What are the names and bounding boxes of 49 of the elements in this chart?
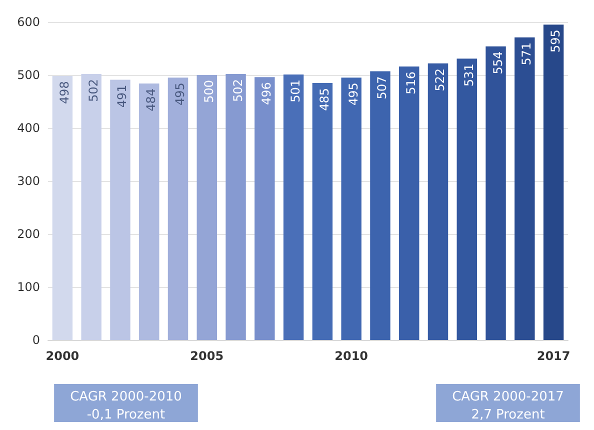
- data-label: 491: [115, 84, 130, 108]
- bar: [168, 78, 188, 340]
- bar: [514, 37, 535, 340]
- bar: [139, 83, 160, 340]
- data-label: 498: [57, 81, 72, 104]
- bar: [543, 24, 564, 340]
- bar: [341, 78, 362, 340]
- bar: [456, 58, 477, 340]
- data-label: 502: [86, 78, 100, 102]
- data-label: 507: [375, 76, 390, 100]
- data-label: 595: [548, 30, 563, 53]
- data-label: 484: [144, 88, 158, 112]
- data-label: 485: [317, 88, 332, 111]
- x-tick-label: 2000: [46, 349, 80, 363]
- y-tick-label: 300: [17, 174, 40, 188]
- data-label: 496: [260, 82, 274, 106]
- bar: [110, 80, 130, 340]
- data-label: 502: [230, 78, 245, 102]
- data-label: 554: [490, 51, 505, 74]
- data-label: 531: [462, 64, 476, 86]
- bar: [486, 46, 506, 340]
- bar: [226, 74, 246, 340]
- bar: [196, 75, 217, 340]
- y-tick-label: 0: [32, 333, 40, 347]
- data-label: 495: [346, 82, 360, 106]
- bar: [399, 66, 420, 340]
- bar: [312, 82, 333, 340]
- x-tick-label: 2017: [536, 349, 570, 363]
- bar: [254, 77, 275, 340]
- y-tick-label: 600: [17, 15, 40, 29]
- bar: [428, 63, 448, 340]
- y-tick-label: 500: [17, 68, 40, 82]
- y-tick-label: 100: [17, 280, 40, 294]
- data-label: 495: [173, 82, 187, 106]
- text: CAGR 2000-2010 -0,1 Prozent: [70, 390, 182, 422]
- bar: [81, 74, 102, 340]
- data-label: 516: [404, 72, 418, 94]
- data-label: 501: [288, 79, 303, 102]
- bar: [283, 74, 304, 340]
- data-label: 522: [433, 68, 447, 92]
- data-label: 571: [520, 42, 534, 66]
- x-tick-label: 2010: [334, 349, 368, 363]
- y-tick-label: 200: [17, 227, 40, 241]
- bar: [370, 71, 390, 340]
- y-tick-label: 400: [17, 121, 40, 135]
- bar: [52, 76, 73, 340]
- data-label: 500: [202, 80, 216, 103]
- x-tick-label: 2005: [190, 349, 224, 363]
- text: CAGR 2000-2017 2,7 Prozent: [452, 390, 564, 422]
